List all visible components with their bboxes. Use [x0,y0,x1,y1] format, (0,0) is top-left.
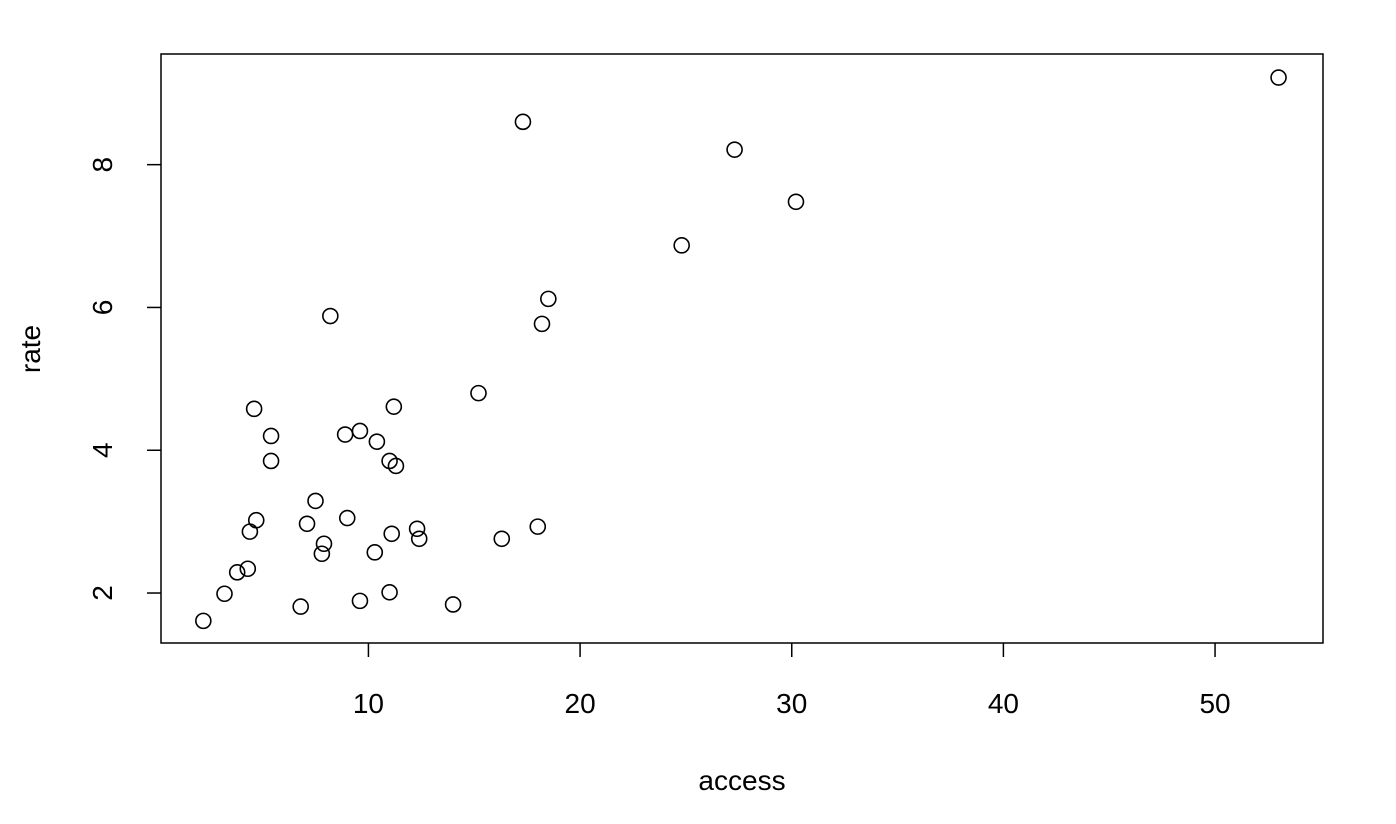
x-tick-label: 40 [988,688,1019,719]
data-point [216,585,233,603]
data-point [315,535,333,553]
data-point [385,398,403,415]
x-axis: 10 20 30 40 50 [353,643,1231,719]
data-point [410,530,428,548]
data-point [470,384,487,402]
data-point [245,400,263,418]
data-point [313,545,331,563]
data-point [247,511,265,529]
data-point [351,422,369,440]
data-point [787,193,805,211]
y-axis-label: rate [15,325,46,373]
y-tick-label: 6 [87,300,118,316]
data-point [381,584,398,601]
data-point [366,544,384,561]
x-tick-label: 30 [776,688,807,719]
x-tick-label: 20 [565,688,596,719]
data-point [338,509,356,527]
data-point [195,612,212,630]
data-point [351,592,369,610]
data-point [540,290,557,308]
data-point [387,457,405,475]
data-point [408,520,426,538]
y-axis: 2 4 6 8 [87,157,161,601]
data-point [307,492,324,510]
data-point [336,426,354,443]
data-point [533,315,551,333]
data-point [1270,69,1287,86]
data-point [514,113,532,131]
data-point [368,433,386,450]
x-tick-label: 10 [353,688,384,719]
data-point [262,427,280,445]
data-point [322,307,339,325]
data-point [529,518,547,535]
y-tick-label: 2 [87,585,118,601]
data-point [241,523,259,540]
data-point [262,452,280,470]
y-tick-label: 4 [87,442,118,458]
data-point [444,596,462,613]
data-point [228,564,246,581]
data-point [292,598,309,615]
x-axis-label: access [698,765,785,796]
data-point [673,237,690,254]
data-point [726,141,743,158]
data-point [493,530,511,548]
data-point [383,525,401,543]
data-point [239,560,257,578]
data-point [298,515,316,533]
plot-frame [160,53,1324,644]
x-tick-label: 50 [1199,688,1230,719]
data-points [195,69,1287,630]
y-tick-label: 8 [87,157,118,173]
